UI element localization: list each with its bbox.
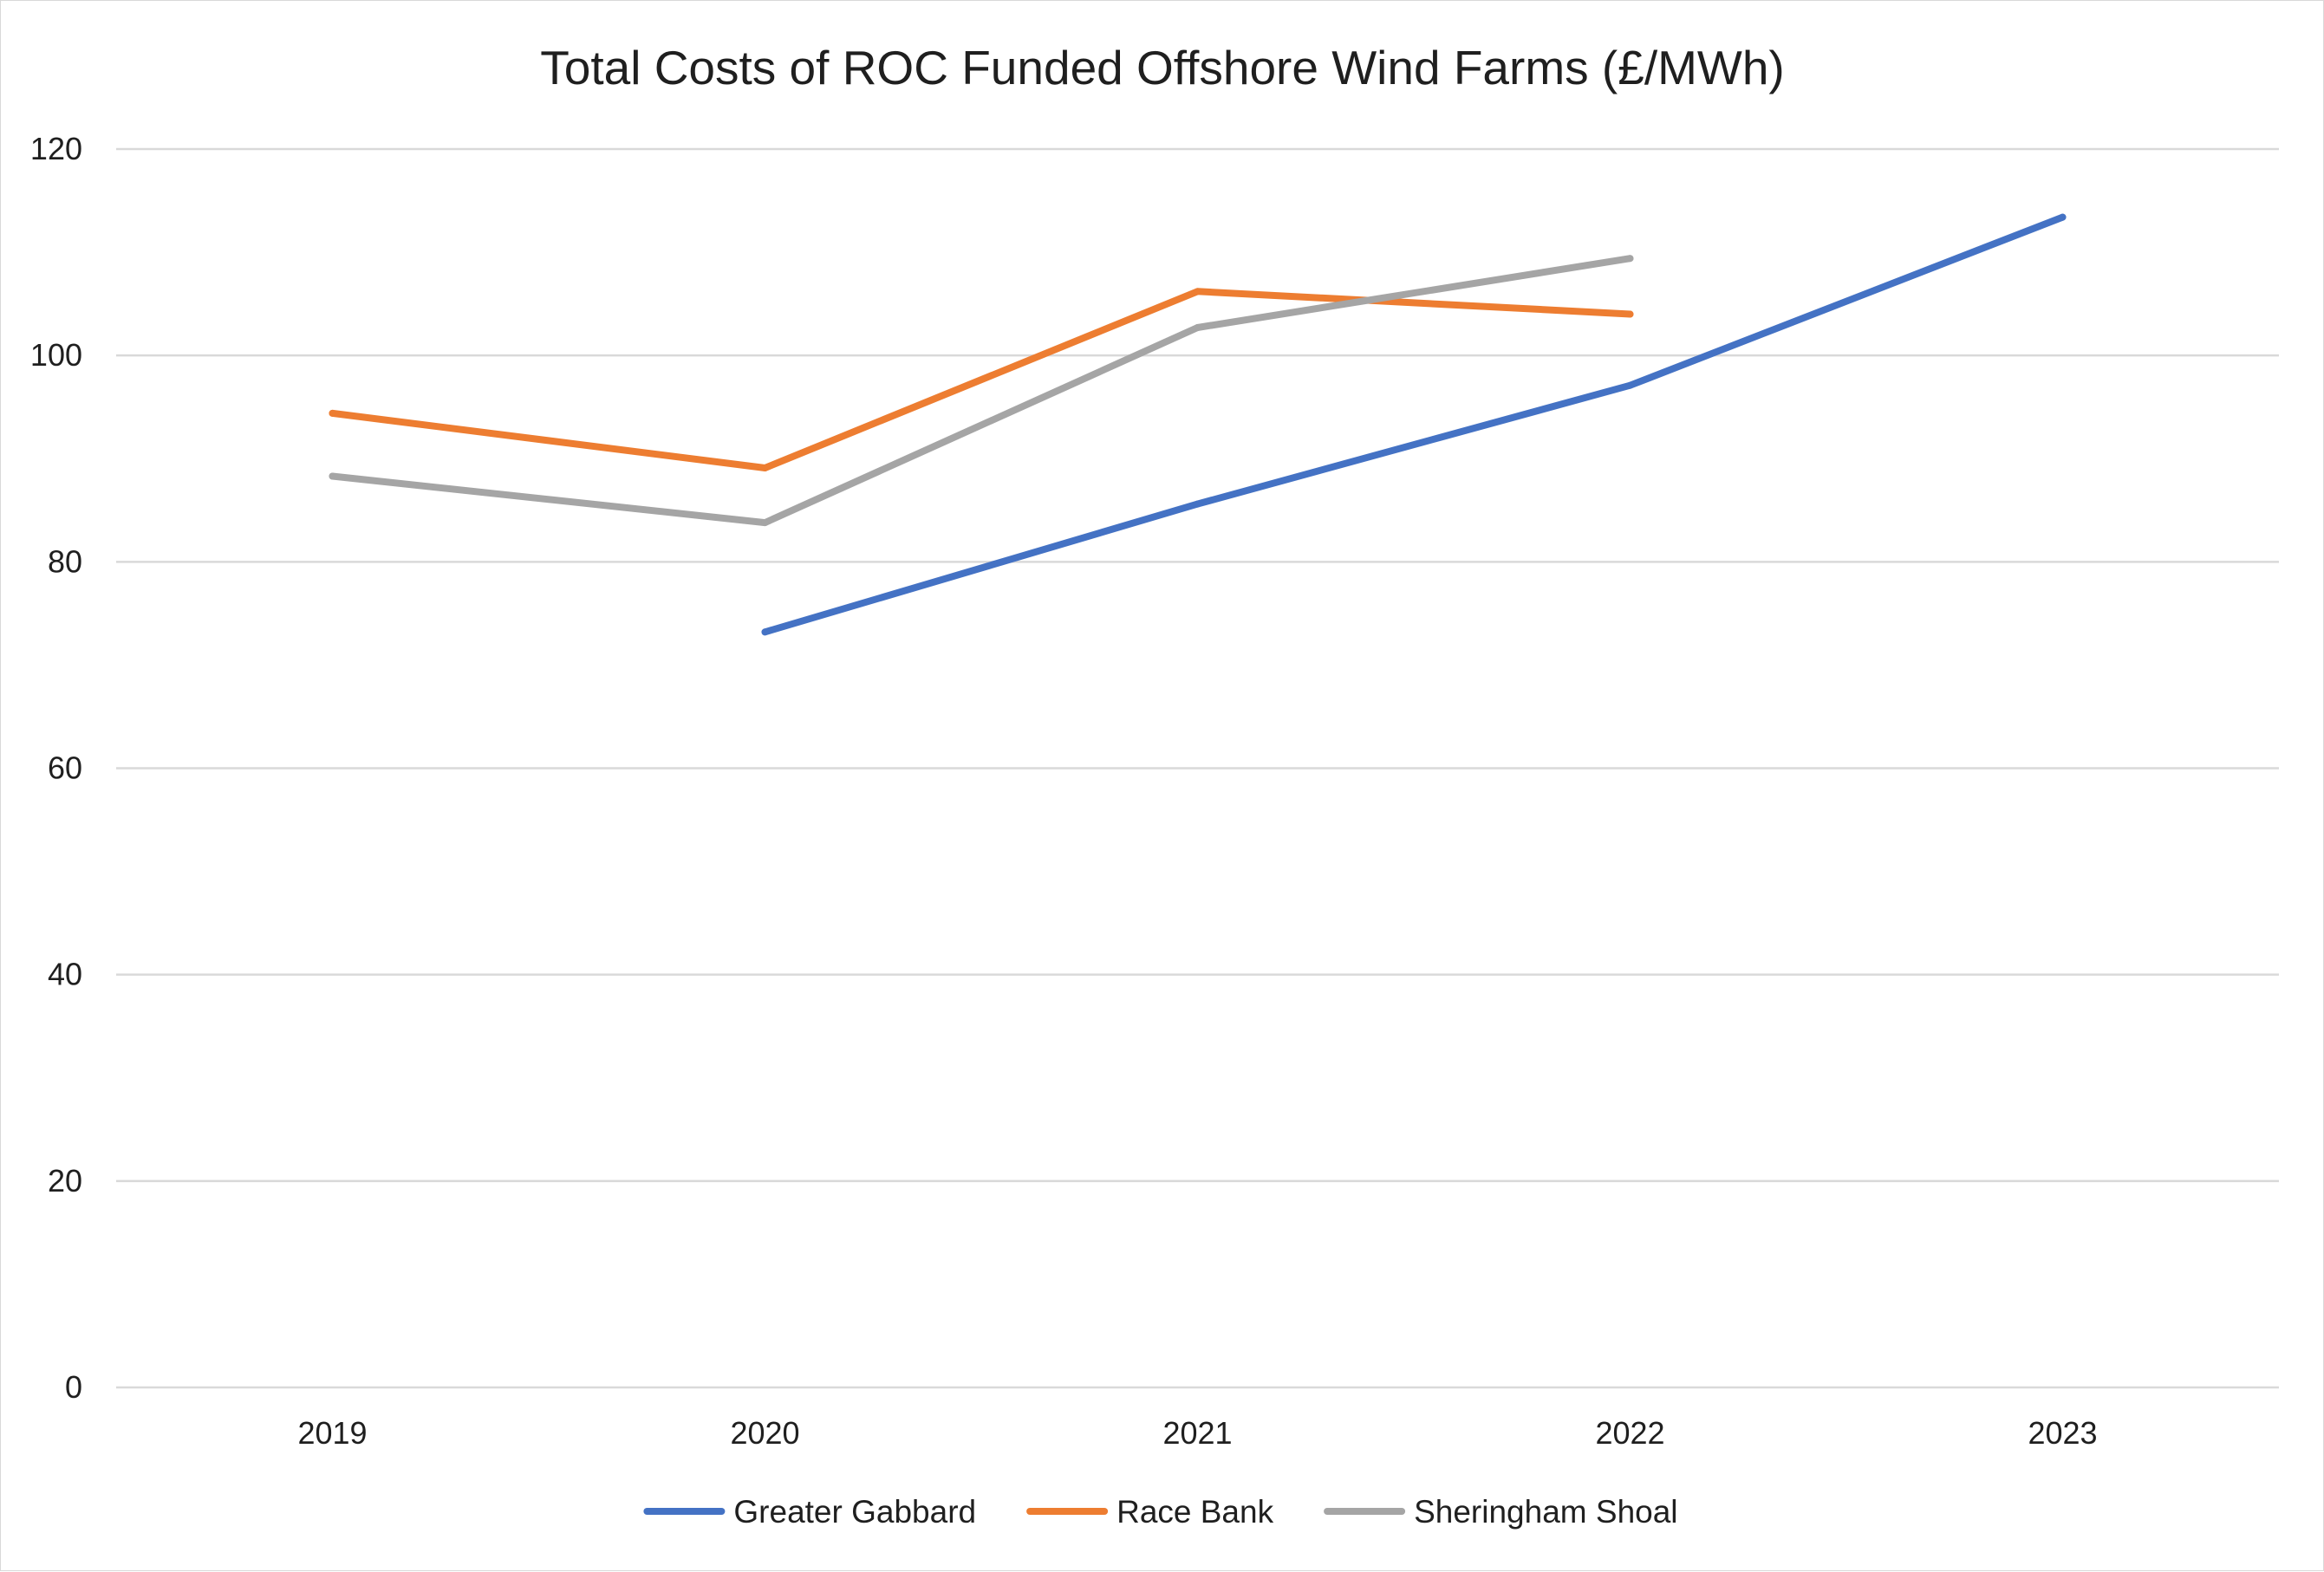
y-tick-label: 100: [30, 337, 82, 373]
y-tick-label: 120: [30, 131, 82, 166]
data-point: [761, 519, 769, 527]
series-0: [761, 213, 2067, 636]
series-line: [329, 288, 1634, 471]
legend-label: Greater Gabbard: [733, 1494, 976, 1530]
x-tick-label: 2022: [1595, 1415, 1664, 1451]
x-tick-label: 2020: [730, 1415, 799, 1451]
y-tick-label: 40: [48, 957, 82, 992]
data-point: [1194, 324, 1201, 332]
data-point: [1626, 381, 1634, 389]
legend[interactable]: Greater Gabbard Race Bank Sheringham Shoal: [643, 1494, 1678, 1530]
legend-label: Sheringham Shoal: [1414, 1494, 1677, 1530]
y-tick-label: 60: [48, 750, 82, 786]
y-tick-label: 80: [48, 543, 82, 579]
data-point: [1194, 288, 1201, 296]
data-point: [1626, 255, 1634, 263]
data-point: [329, 472, 336, 480]
x-tick-label: 2023: [2028, 1415, 2097, 1451]
chart-title: Total Costs of ROC Funded Offshore Wind …: [540, 41, 1785, 94]
legend-label: Race Bank: [1116, 1494, 1273, 1530]
legend-item[interactable]: Greater Gabbard: [643, 1494, 976, 1530]
data-point: [761, 464, 769, 471]
series-1: [329, 288, 1634, 471]
series-line: [761, 213, 2067, 636]
data-point: [1194, 500, 1201, 508]
x-tick-label: 2019: [297, 1415, 367, 1451]
y-axis-tick-labels: 0 20 40 60 80 100 120: [30, 131, 82, 1405]
gridlines: [116, 147, 2279, 1389]
legend-item[interactable]: Race Bank: [1026, 1494, 1274, 1530]
data-point: [2059, 213, 2067, 221]
data-point: [1626, 310, 1634, 318]
x-axis-tick-labels: 2019 2020 2021 2022 2023: [297, 1415, 2097, 1451]
series-lines: [329, 213, 2067, 636]
y-tick-label: 0: [65, 1369, 82, 1405]
y-tick-label: 20: [48, 1163, 82, 1198]
series-line: [329, 255, 1634, 527]
x-tick-label: 2021: [1162, 1415, 1232, 1451]
legend-item[interactable]: Sheringham Shoal: [1324, 1494, 1678, 1530]
data-point: [329, 409, 336, 417]
data-point: [761, 628, 769, 636]
series-2: [329, 255, 1634, 527]
